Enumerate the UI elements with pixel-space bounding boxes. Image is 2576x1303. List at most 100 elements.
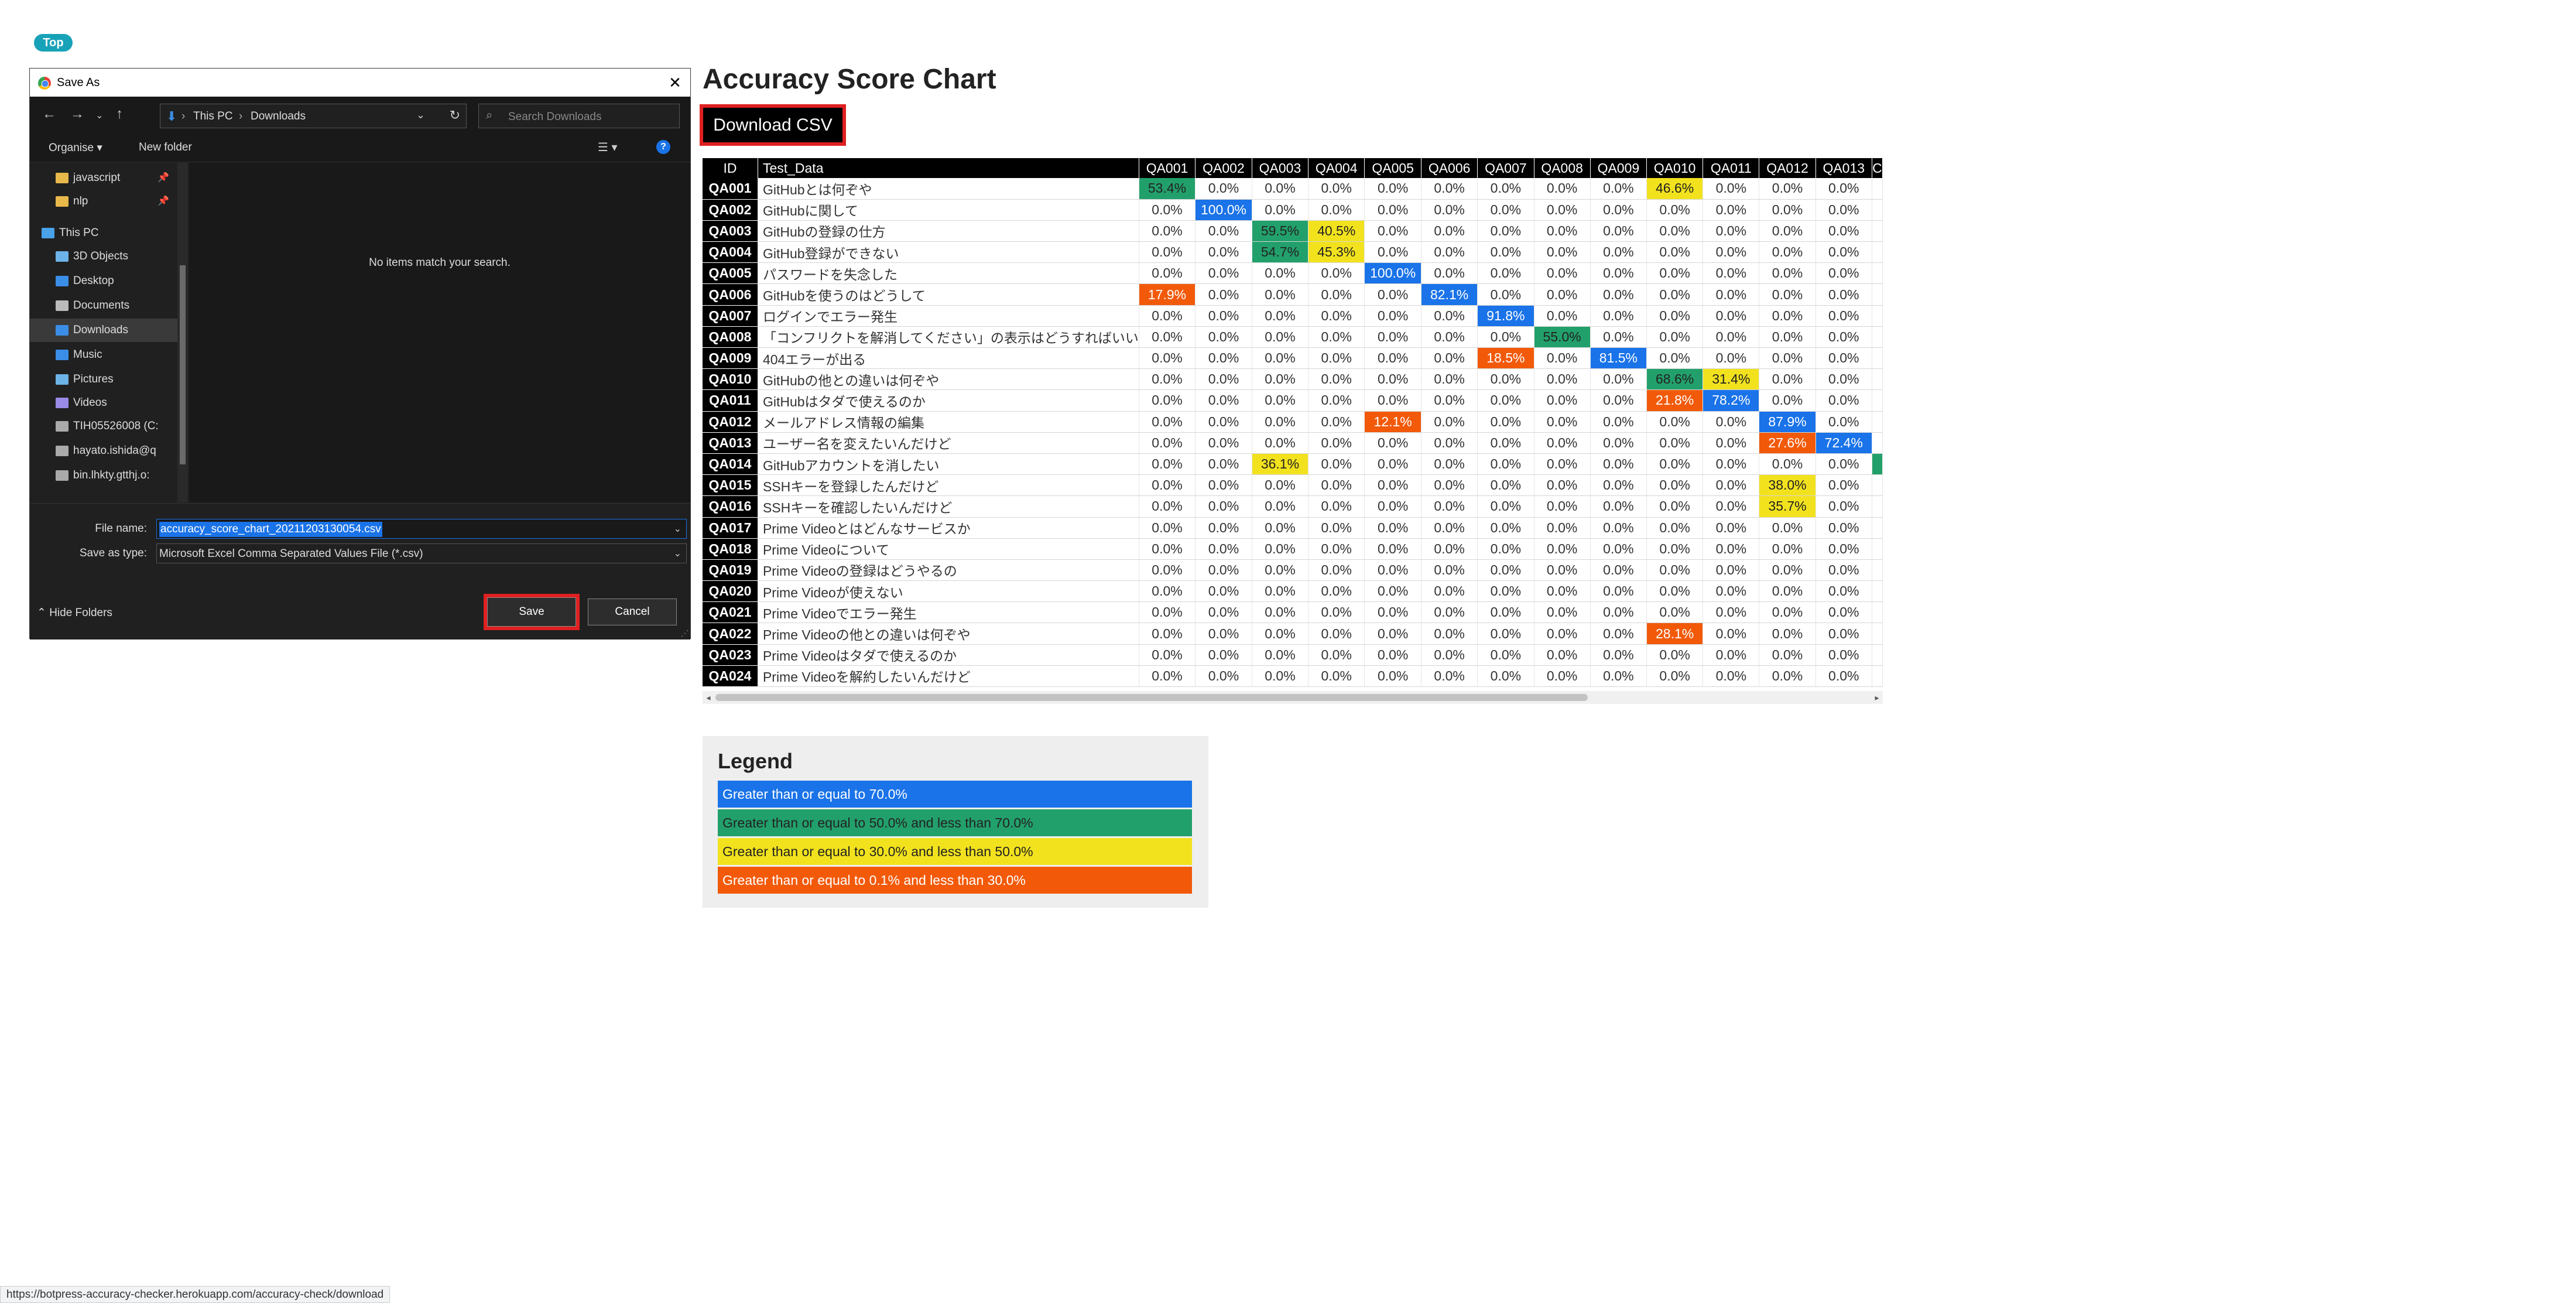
score-cell: 0.0% [1646,283,1704,306]
column-header-qa001: QA001 [1139,158,1196,178]
score-cell: 0.0% [1139,453,1196,476]
score-cell [1872,432,1883,454]
save-as-type-select[interactable]: Microsoft Excel Comma Separated Values F… [156,543,687,563]
score-cell: 0.0% [1195,326,1252,348]
back-arrow-icon[interactable]: ← [42,106,56,122]
folder-icon [56,196,68,207]
score-cell: 0.0% [1477,453,1534,476]
file-name-input[interactable]: accuracy_score_chart_20211203130054.csv … [156,519,687,539]
score-cell: 0.0% [1815,601,1872,624]
score-cell: 0.0% [1195,559,1252,582]
nav-item-downloads[interactable]: Downloads [30,319,177,342]
score-cell: 0.0% [1139,305,1196,327]
search-input[interactable]: ⌕ Search Downloads [478,104,680,128]
score-cell: 54.7% [1252,241,1309,264]
score-cell: 0.0% [1139,368,1196,391]
nav-item-label: hayato.ishida@q [73,444,156,457]
nav-item-pictures[interactable]: Pictures [30,368,177,391]
score-cell: 0.0% [1252,305,1309,327]
refresh-icon[interactable]: ↻ [449,108,460,122]
score-cell [1872,474,1883,497]
resize-grip-icon[interactable]: ⋰ [681,628,689,638]
forward-arrow-icon[interactable]: → [70,106,84,122]
score-cell: 0.0% [1477,368,1534,391]
nav-item-bin-lhkty-gtthj-o[interactable]: bin.lhkty.gtthj.o: [30,464,177,487]
dialog-titlebar[interactable]: Save As ✕ [30,69,690,97]
column-header-qa006: QA006 [1421,158,1478,178]
score-cell: 0.0% [1308,580,1365,603]
hide-folders-toggle[interactable]: ⌃ Hide Folders [37,606,112,620]
download-csv-button[interactable]: Download CSV [703,108,842,142]
scroll-right-arrow-icon[interactable]: ▸ [1875,693,1879,702]
navigation-scrollbar[interactable] [177,163,188,502]
score-cell: 0.0% [1703,432,1760,454]
score-cell: 0.0% [1590,178,1647,200]
nav-item-documents[interactable]: Documents [30,294,177,317]
row-id: QA011 [703,389,758,412]
score-cell: 0.0% [1195,474,1252,497]
score-cell [1872,495,1883,518]
score-cell: 0.0% [1703,580,1760,603]
row-test-data: GitHub登録ができない [758,241,1139,264]
score-cell: 46.6% [1646,178,1704,200]
nav-item-nlp[interactable]: nlp 📌 [30,190,177,213]
score-cell: 0.0% [1646,220,1704,242]
scrollbar-thumb[interactable] [715,694,1588,701]
score-cell: 0.0% [1252,411,1309,433]
file-list-pane[interactable]: No items match your search. [189,163,690,502]
score-cell: 0.0% [1252,538,1309,560]
score-cell: 0.0% [1703,241,1760,264]
new-folder-button[interactable]: New folder [139,141,192,153]
nav-item-3d-objects[interactable]: 3D Objects [30,245,177,268]
nav-item-music[interactable]: Music [30,343,177,367]
dialog-command-bar: Organise ▾ New folder ☰ ▾ ? [30,133,690,162]
breadcrumb-this-pc[interactable]: This PC [193,110,233,122]
table-row: QA020 Prime Videoが使えない 0.0% 0.0% 0.0% 0.0% 0.0… [703,580,1883,603]
scrollbar-thumb[interactable] [180,265,186,464]
score-cell: 0.0% [1364,199,1421,221]
nav-item-tih05526008-c[interactable]: TIH05526008 (C: [30,415,177,438]
save-button[interactable]: Save [487,597,576,627]
nav-item-javascript[interactable]: javascript 📌 [30,166,177,190]
cancel-button[interactable]: Cancel [588,599,677,625]
table-horizontal-scrollbar[interactable]: ◂ ▸ [703,691,1883,704]
score-cell: 0.0% [1364,241,1421,264]
row-test-data: 404エラーが出る [758,347,1139,370]
scroll-left-arrow-icon[interactable]: ◂ [706,693,711,702]
score-cell [1872,262,1883,285]
score-cell: 0.0% [1308,474,1365,497]
address-chevron-down-icon[interactable]: ⌄ [416,109,425,121]
nav-item-videos[interactable]: Videos [30,391,177,415]
score-cell: 0.0% [1308,517,1365,539]
chevron-down-icon[interactable]: ⌄ [673,524,681,534]
view-options-icon[interactable]: ☰ ▾ [598,141,618,154]
help-icon[interactable]: ? [656,140,670,154]
nav-item-desktop[interactable]: Desktop [30,269,177,293]
recent-chevron-down-icon[interactable]: ⌄ [95,111,104,121]
nav-item-this-pc[interactable]: This PC [30,221,177,245]
score-cell: 0.0% [1252,601,1309,624]
up-arrow-icon[interactable]: ↑ [116,106,123,122]
nav-item-hayato-ishida-q[interactable]: hayato.ishida@q [30,439,177,463]
breadcrumb-downloads[interactable]: Downloads [251,110,306,122]
address-bar[interactable]: ⬇ › This PC › Downloads ⌄ ↻ [160,104,467,128]
score-cell: 0.0% [1534,559,1591,582]
top-badge[interactable]: Top [34,34,73,52]
save-as-type-value: Microsoft Excel Comma Separated Values F… [159,548,423,560]
score-cell: 53.4% [1139,178,1196,200]
row-test-data: メールアドレス情報の編集 [758,411,1139,433]
score-cell: 0.0% [1590,241,1647,264]
organise-menu[interactable]: Organise ▾ [49,142,102,154]
close-icon[interactable]: ✕ [669,74,681,91]
score-cell: 0.0% [1590,453,1647,476]
save-button-highlight: Save [484,594,580,630]
score-cell: 0.0% [1815,580,1872,603]
score-cell [1872,283,1883,306]
score-cell: 0.0% [1421,474,1478,497]
pin-icon: 📌 [157,196,169,206]
table-row: QA002 GitHubに関して 0.0% 100.0% 0.0% 0.0% 0.0% 0.0… [703,199,1883,221]
chevron-down-icon[interactable]: ⌄ [673,549,681,559]
score-cell: 0.0% [1364,665,1421,688]
score-cell: 0.0% [1308,283,1365,306]
table-row: QA022 Prime Videoの他との違いは何ぞや 0.0% 0.0% 0.0% 0.… [703,623,1883,645]
